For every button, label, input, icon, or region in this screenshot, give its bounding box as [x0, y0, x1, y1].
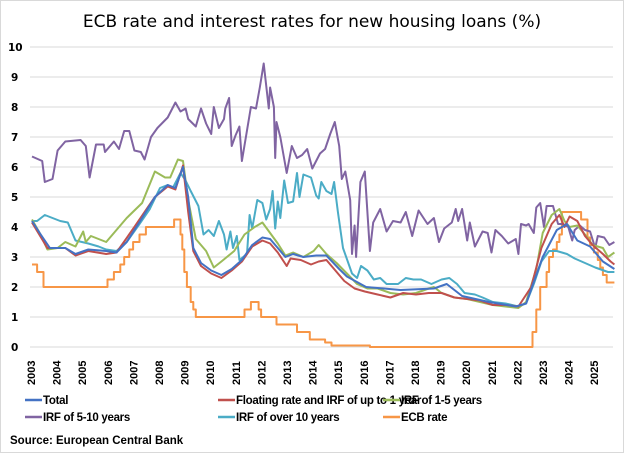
legend-item: IRF of over 10 years [218, 412, 340, 424]
x-tick-label: 2021 [487, 361, 499, 385]
x-tick-label: 2023 [538, 361, 550, 385]
chart-title: ECB rate and interest rates for new hous… [83, 12, 541, 32]
legend-label: Total [43, 395, 68, 407]
y-axis-ticks: 0 1 2 3 4 5 6 7 8 9 10 [8, 42, 23, 354]
legend: Total Floating rate and IRF of up to 1 ye… [25, 395, 482, 424]
y-tick-label: 5 [11, 192, 18, 204]
legend-item: Floating rate and IRF of up to 1 year [218, 395, 422, 407]
y-tick-label: 6 [11, 162, 18, 174]
y-tick-label: 0 [11, 342, 18, 354]
y-tick-label: 7 [11, 132, 18, 144]
legend-label: IRF of 1-5 years [401, 395, 482, 407]
x-tick-label: 2013 [282, 361, 294, 385]
x-tick-label: 2024 [564, 360, 576, 385]
legend-label: Floating rate and IRF of up to 1 year [236, 395, 422, 407]
y-tick-label: 1 [11, 312, 18, 324]
y-tick-label: 10 [8, 42, 23, 54]
x-tick-label: 2006 [103, 361, 115, 385]
x-tick-label: 2020 [461, 361, 473, 385]
x-tick-label: 2015 [333, 361, 345, 385]
x-tick-label: 2005 [77, 361, 89, 385]
series-line-total [31, 166, 615, 308]
x-tick-label: 2010 [205, 361, 217, 385]
x-tick-label: 2016 [359, 361, 371, 385]
series-line-floating-rate-and-irf-of-up-to-1-year [31, 164, 616, 308]
x-tick-label: 2012 [256, 361, 268, 385]
legend-item: ECB rate [383, 412, 447, 424]
series-line-irf-of-5-10-years [31, 62, 615, 258]
x-tick-label: 2014 [308, 360, 320, 385]
y-tick-label: 2 [11, 282, 18, 294]
x-tick-label: 2008 [154, 361, 166, 385]
x-tick-label: 2009 [180, 361, 192, 385]
x-tick-label: 2007 [128, 361, 140, 385]
y-tick-label: 3 [11, 252, 18, 264]
x-tick-label: 2019 [436, 361, 448, 385]
legend-label: IRF of over 10 years [236, 412, 339, 424]
y-tick-label: 4 [11, 222, 18, 234]
x-axis-ticks: 2003 2004 2005 2006 2007 2008 2009 2010 2011 2012… [26, 360, 601, 385]
x-tick-label: 2022 [512, 361, 524, 385]
y-tick-label: 8 [11, 102, 18, 114]
series-line-irf-of-1-5-years [31, 158, 615, 309]
series-line-ecb-rate [32, 211, 615, 348]
x-tick-label: 2017 [384, 361, 396, 385]
legend-label: ECB rate [401, 412, 447, 424]
source-note: Source: European Central Bank [10, 435, 184, 447]
x-tick-label: 2003 [26, 361, 38, 385]
series-lines [31, 62, 616, 348]
series-line-irf-of-over-10-years [32, 172, 615, 308]
legend-item: Total [25, 395, 69, 407]
legend-item: IRF of 1-5 years [383, 395, 482, 407]
legend-item: IRF of 5-10 years [25, 412, 130, 424]
legend-label: IRF of 5-10 years [43, 412, 130, 424]
y-tick-label: 9 [11, 72, 18, 84]
x-tick-label: 2004 [52, 360, 64, 385]
x-tick-label: 2018 [410, 361, 422, 385]
x-tick-label: 2011 [231, 361, 243, 385]
x-tick-label: 2025 [589, 361, 601, 385]
